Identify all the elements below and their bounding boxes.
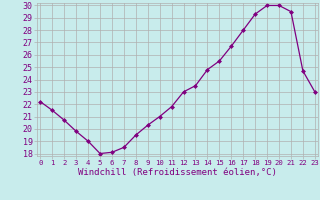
X-axis label: Windchill (Refroidissement éolien,°C): Windchill (Refroidissement éolien,°C)	[78, 168, 277, 177]
